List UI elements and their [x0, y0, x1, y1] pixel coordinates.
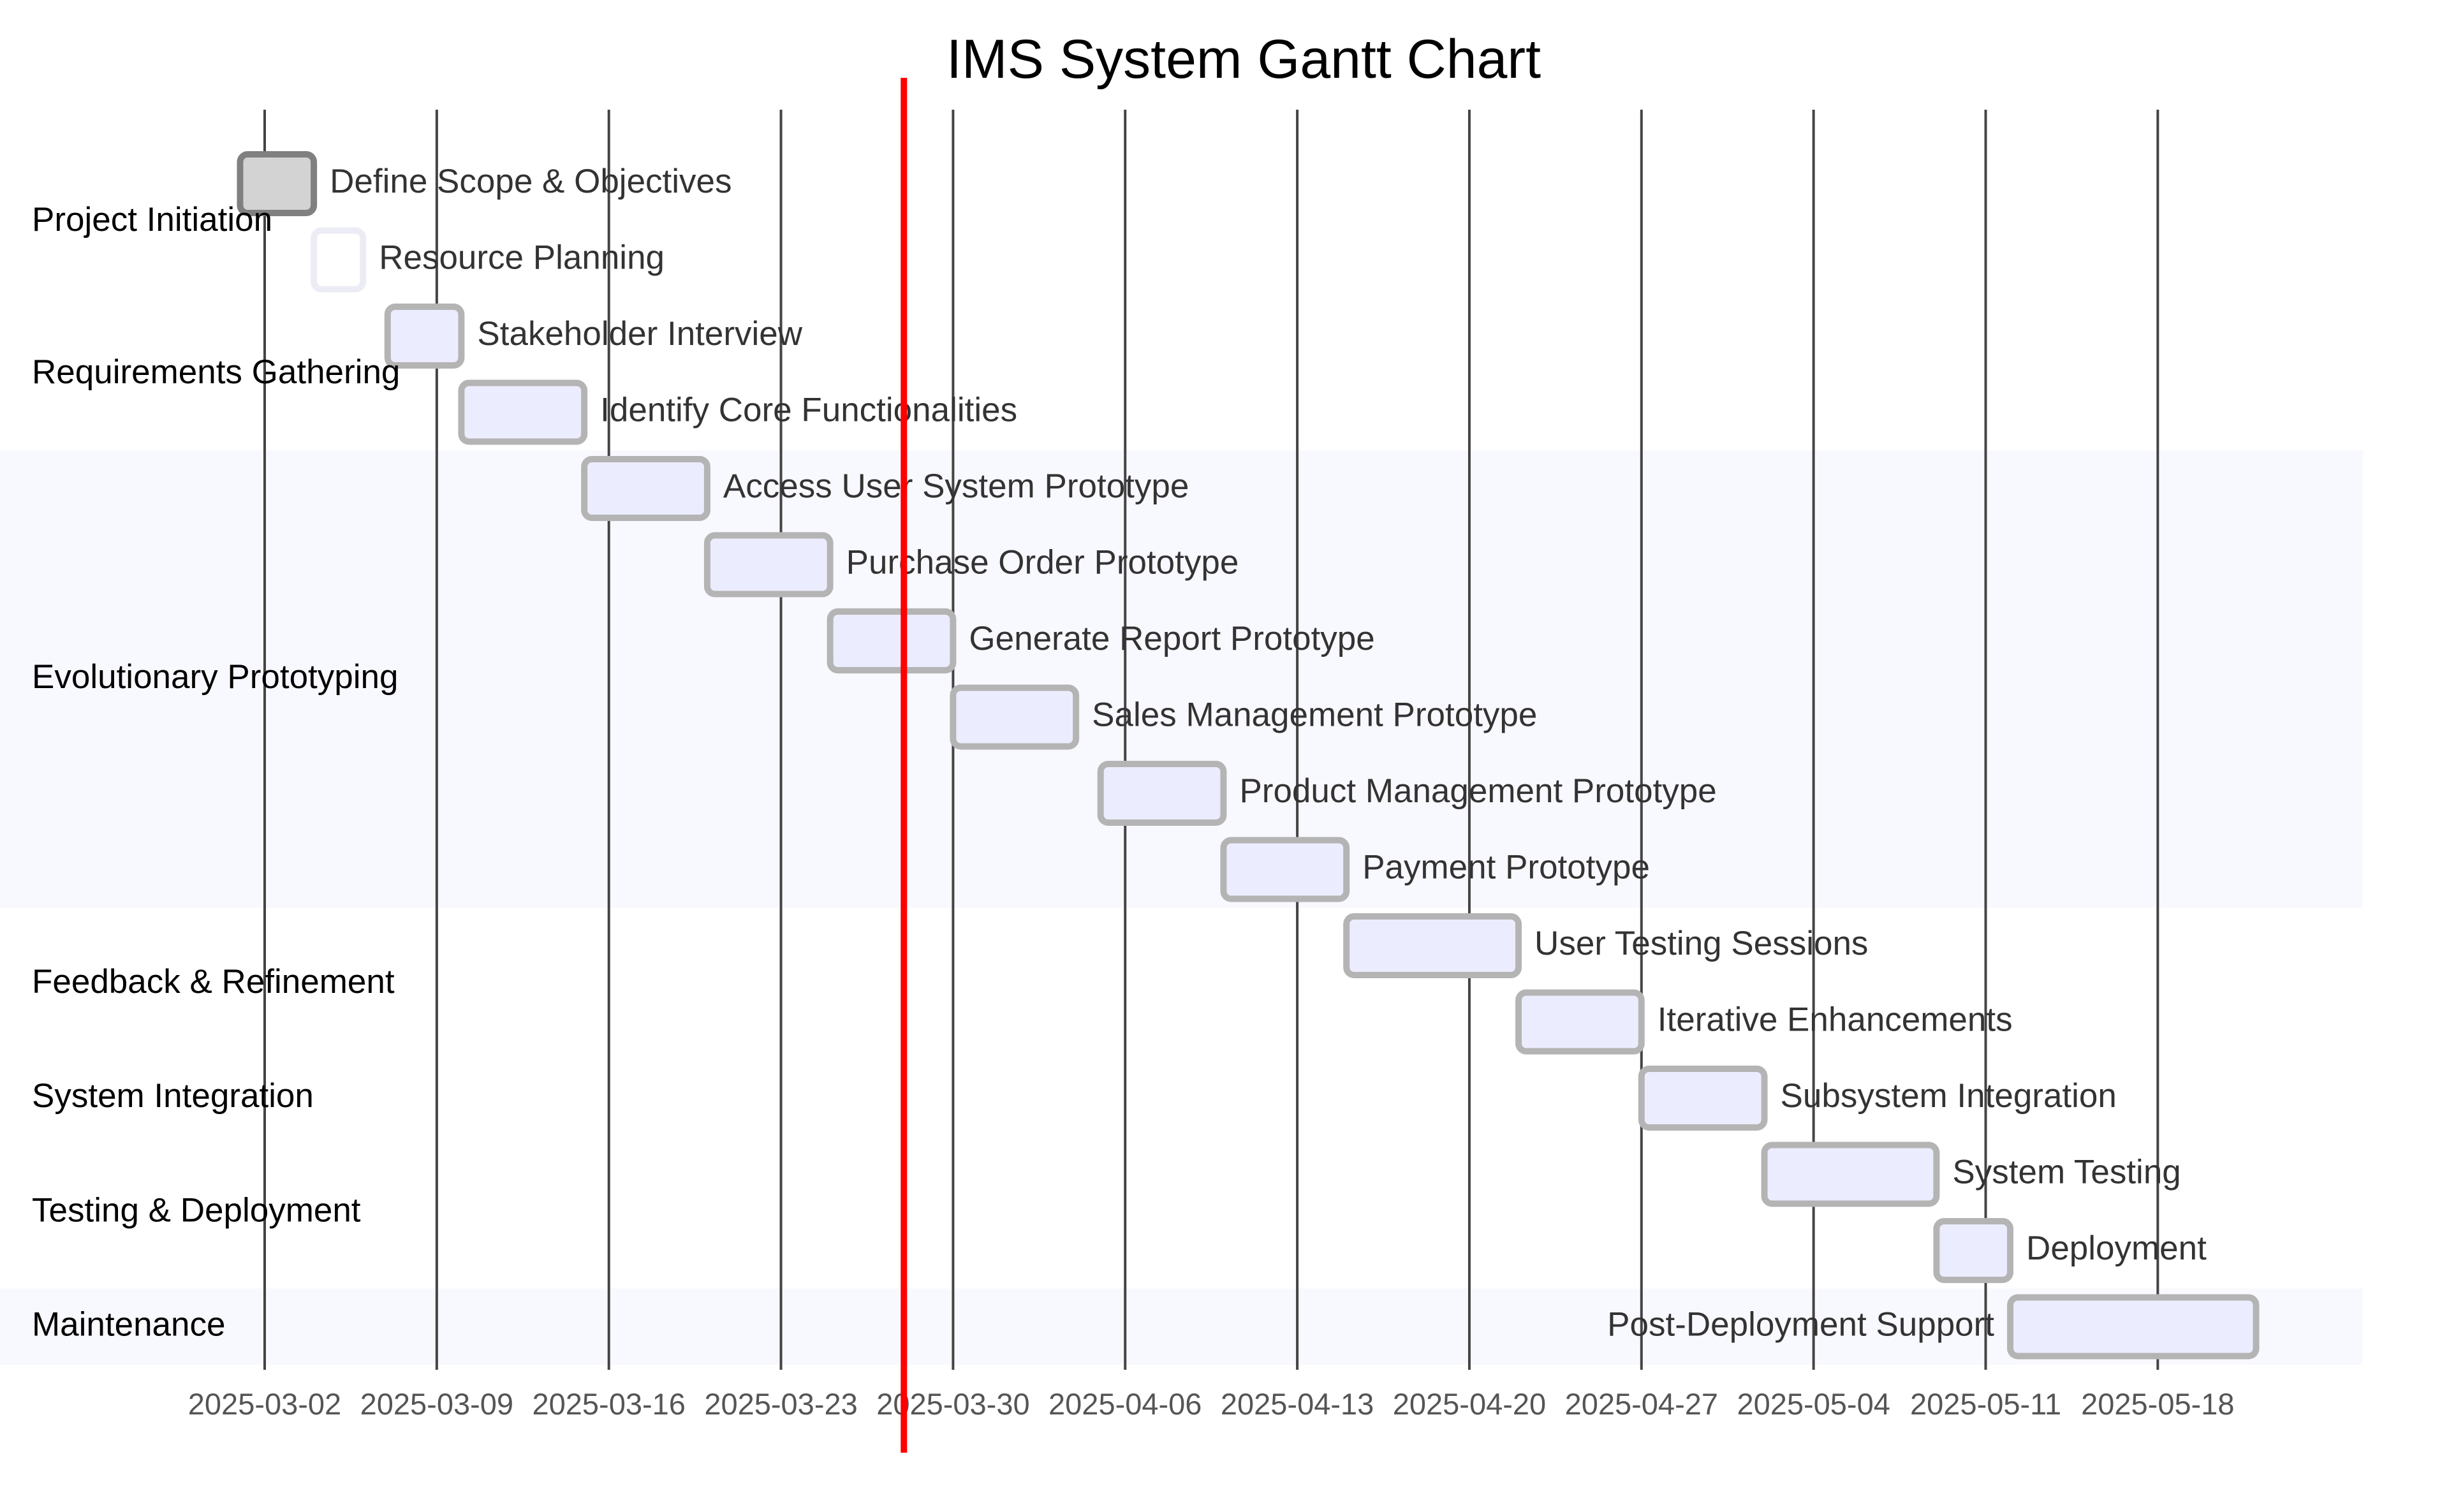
x-tick-label-2025-03-23: 2025-03-23 [704, 1387, 857, 1421]
x-tick-label-2025-03-30: 2025-03-30 [876, 1387, 1029, 1421]
task-bar-product-management-prototype [1097, 761, 1227, 826]
x-tick-label-2025-05-04: 2025-05-04 [1737, 1387, 1890, 1421]
task-bar-resource-planning [311, 227, 367, 293]
x-tick-label-2025-04-20: 2025-04-20 [1393, 1387, 1546, 1421]
task-bar-deployment [1933, 1218, 2014, 1283]
task-label-purchase-order-prototype: Purchase Order Prototype [846, 544, 1239, 582]
task-label-stakeholder-interview: Stakeholder Interview [477, 315, 802, 353]
task-bar-purchase-order-prototype [703, 532, 834, 598]
task-label-subsystem-integration: Subsystem Integration [1781, 1077, 2117, 1115]
task-labels: Define Scope & Objectives Resource Planni… [330, 163, 2207, 1344]
task-label-product-management-prototype: Product Management Prototype [1239, 772, 1716, 810]
x-tick-label-2025-04-27: 2025-04-27 [1565, 1387, 1718, 1421]
section-label-project-initiation: Project Initiation [32, 201, 272, 239]
section-band-maintenance [0, 1288, 2363, 1365]
section-band-evolutionary-prototyping [0, 450, 2363, 908]
task-label-payment-prototype: Payment Prototype [1362, 849, 1650, 886]
task-label-deployment: Deployment [2026, 1229, 2207, 1267]
task-label-iterative-enhancements: Iterative Enhancements [1658, 1001, 2013, 1039]
task-label-define-scope-objectives: Define Scope & Objectives [330, 163, 732, 200]
task-label-resource-planning: Resource Planning [379, 239, 665, 277]
section-label-testing-deployment: Testing & Deployment [32, 1191, 361, 1229]
task-bar-post-deployment-support [2007, 1294, 2260, 1360]
task-bar-user-testing-sessions [1343, 913, 1522, 978]
x-tick-label-2025-05-11: 2025-05-11 [1910, 1387, 2061, 1421]
task-bar-iterative-enhancements [1515, 989, 1645, 1055]
x-tick-label-2025-05-18: 2025-05-18 [2081, 1387, 2234, 1421]
task-bar-sales-management-prototype [950, 684, 1080, 750]
task-label-user-testing-sessions: User Testing Sessions [1534, 925, 1868, 962]
section-label-maintenance: Maintenance [32, 1306, 225, 1344]
section-labels: Project Initiation Requirements Gathering… [32, 201, 400, 1344]
x-tick-label-2025-03-09: 2025-03-09 [360, 1387, 513, 1421]
task-label-access-user-system-prototype: Access User System Prototype [723, 467, 1189, 505]
section-label-feedback-refinement: Feedback & Refinement [32, 963, 395, 1001]
task-bar-payment-prototype [1220, 837, 1350, 902]
task-label-system-testing: System Testing [1952, 1154, 2181, 1191]
section-bands [0, 450, 2363, 1365]
x-tick-label-2025-04-13: 2025-04-13 [1221, 1387, 1374, 1421]
task-label-post-deployment-support: Post-Deployment Support [1607, 1306, 1994, 1344]
x-tick-label-2025-03-16: 2025-03-16 [532, 1387, 685, 1421]
task-bar-subsystem-integration [1638, 1066, 1768, 1131]
task-label-sales-management-prototype: Sales Management Prototype [1092, 696, 1537, 734]
x-tick-label-2025-04-06: 2025-04-06 [1048, 1387, 1202, 1421]
x-tick-label-2025-03-02: 2025-03-02 [188, 1387, 341, 1421]
task-bars [237, 151, 2260, 1360]
task-label-identify-core-functionalities: Identify Core Functionalities [600, 392, 1017, 429]
task-label-generate-report-prototype: Generate Report Prototype [969, 620, 1374, 657]
task-bar-access-user-system-prototype [581, 456, 710, 521]
grid-lines [263, 110, 2159, 1370]
section-label-system-integration: System Integration [32, 1077, 314, 1115]
section-label-requirements-gathering: Requirements Gathering [32, 353, 400, 391]
task-bar-define-scope-objectives [237, 151, 318, 216]
section-label-evolutionary-prototyping: Evolutionary Prototyping [32, 658, 399, 696]
x-axis-ticks: 2025-03-02 2025-03-09 2025-03-16 2025-03-23… [188, 1387, 2235, 1421]
task-bar-system-testing [1761, 1141, 1940, 1207]
chart-title: IMS System Gantt Chart [946, 29, 1541, 90]
task-bar-generate-report-prototype [827, 608, 957, 673]
task-bar-stakeholder-interview [384, 304, 465, 369]
task-bar-identify-core-functionalities [458, 379, 588, 445]
